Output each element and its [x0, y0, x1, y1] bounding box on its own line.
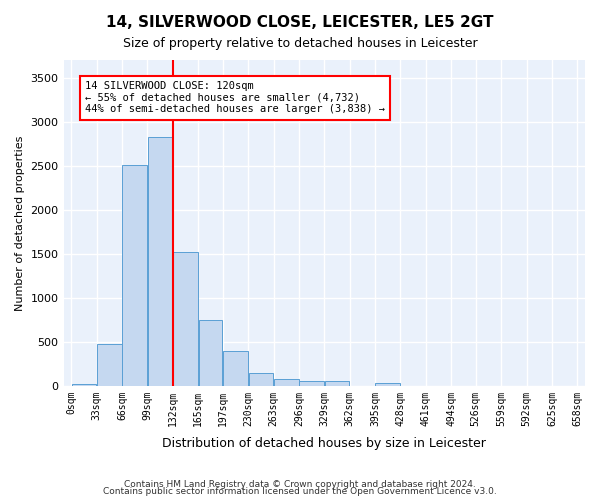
Bar — [122, 165, 147, 386]
Bar — [71, 384, 96, 386]
Bar — [376, 383, 400, 386]
Bar — [148, 138, 172, 386]
Text: Contains public sector information licensed under the Open Government Licence v3: Contains public sector information licen… — [103, 487, 497, 496]
Bar — [97, 344, 122, 386]
Bar — [299, 381, 324, 386]
Text: 14 SILVERWOOD CLOSE: 120sqm
← 55% of detached houses are smaller (4,732)
44% of : 14 SILVERWOOD CLOSE: 120sqm ← 55% of det… — [85, 82, 385, 114]
Bar — [223, 352, 248, 386]
Bar — [274, 379, 299, 386]
Bar — [325, 381, 349, 386]
X-axis label: Distribution of detached houses by size in Leicester: Distribution of detached houses by size … — [163, 437, 486, 450]
Text: 14, SILVERWOOD CLOSE, LEICESTER, LE5 2GT: 14, SILVERWOOD CLOSE, LEICESTER, LE5 2GT — [106, 15, 494, 30]
Bar — [248, 373, 273, 386]
Y-axis label: Number of detached properties: Number of detached properties — [15, 135, 25, 310]
Text: Size of property relative to detached houses in Leicester: Size of property relative to detached ho… — [122, 38, 478, 51]
Text: Contains HM Land Registry data © Crown copyright and database right 2024.: Contains HM Land Registry data © Crown c… — [124, 480, 476, 489]
Bar — [199, 320, 223, 386]
Bar — [173, 252, 198, 386]
